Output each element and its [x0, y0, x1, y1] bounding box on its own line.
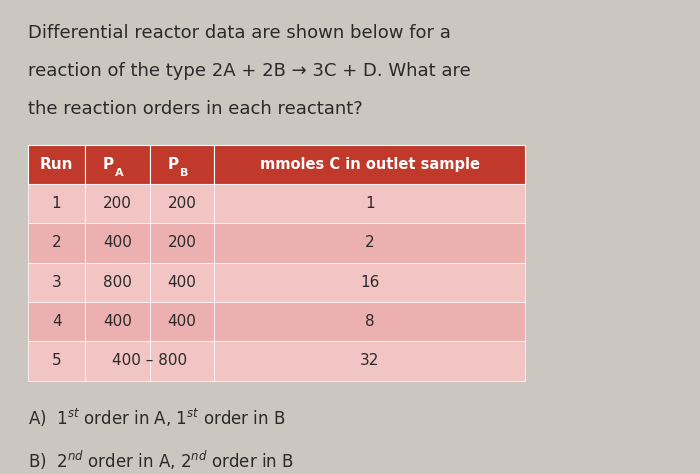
Text: reaction of the type 2A + 2B → 3C + D. What are: reaction of the type 2A + 2B → 3C + D. W… — [28, 62, 470, 80]
Bar — [85, 341, 150, 381]
Text: 1: 1 — [365, 196, 374, 211]
Bar — [85, 223, 150, 263]
Text: 4: 4 — [52, 314, 62, 329]
Bar — [214, 184, 525, 223]
Text: 32: 32 — [360, 354, 379, 368]
Text: 400: 400 — [167, 275, 197, 290]
Text: 8: 8 — [365, 314, 374, 329]
Bar — [150, 263, 214, 302]
Text: 200: 200 — [167, 196, 197, 211]
Text: 2: 2 — [52, 236, 62, 250]
Text: B)  2$^{nd}$ order in A, 2$^{nd}$ order in B: B) 2$^{nd}$ order in A, 2$^{nd}$ order i… — [28, 448, 294, 472]
Text: A: A — [116, 168, 124, 178]
Bar — [214, 223, 525, 263]
Text: the reaction orders in each reactant?: the reaction orders in each reactant? — [28, 100, 363, 118]
Bar — [214, 302, 525, 341]
Text: 16: 16 — [360, 275, 379, 290]
Bar — [28, 263, 85, 302]
Bar — [214, 263, 525, 302]
Bar — [28, 341, 85, 381]
Bar — [214, 341, 525, 381]
Text: 3: 3 — [52, 275, 62, 290]
Text: 200: 200 — [103, 196, 132, 211]
Text: 400: 400 — [103, 314, 132, 329]
Bar — [214, 145, 525, 184]
Text: P: P — [103, 157, 114, 172]
Text: 200: 200 — [167, 236, 197, 250]
Bar — [150, 223, 214, 263]
Text: P: P — [167, 157, 178, 172]
Text: B: B — [180, 168, 188, 178]
Bar — [150, 302, 214, 341]
Bar — [150, 184, 214, 223]
Text: Differential reactor data are shown below for a: Differential reactor data are shown belo… — [28, 24, 451, 42]
Text: 800: 800 — [103, 275, 132, 290]
Bar — [28, 145, 85, 184]
Text: Run: Run — [40, 157, 74, 172]
Bar — [28, 223, 85, 263]
Text: 400: 400 — [103, 236, 132, 250]
Bar — [28, 302, 85, 341]
Text: 1: 1 — [52, 196, 62, 211]
Bar — [150, 145, 214, 184]
Text: 2: 2 — [365, 236, 374, 250]
Bar — [85, 302, 150, 341]
Text: 5: 5 — [52, 354, 62, 368]
Bar — [85, 145, 150, 184]
Text: mmoles C in outlet sample: mmoles C in outlet sample — [260, 157, 480, 172]
Text: 400: 400 — [167, 314, 197, 329]
Text: A)  1$^{st}$ order in A, 1$^{st}$ order in B: A) 1$^{st}$ order in A, 1$^{st}$ order i… — [28, 407, 286, 429]
Bar — [28, 184, 85, 223]
Bar — [85, 184, 150, 223]
Bar — [150, 341, 214, 381]
Text: 400 – 800: 400 – 800 — [112, 354, 188, 368]
Bar — [85, 263, 150, 302]
